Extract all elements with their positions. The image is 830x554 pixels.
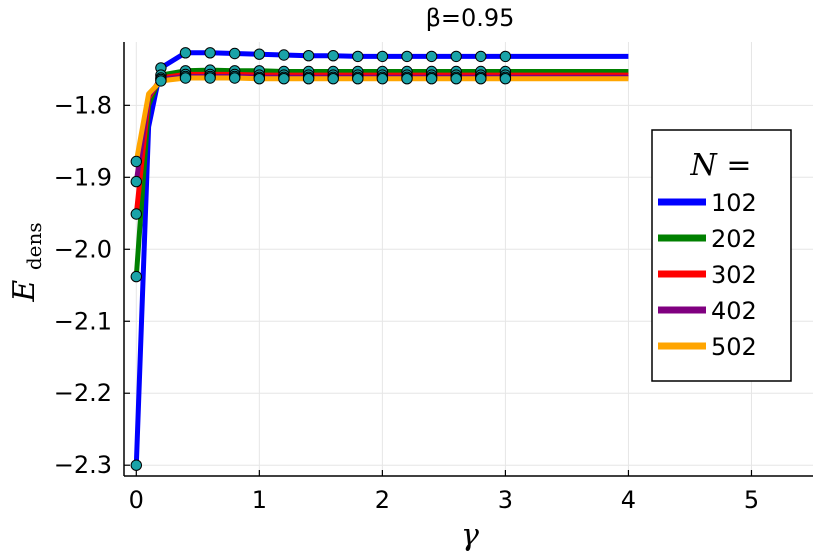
marker-202-0 [130, 270, 143, 283]
marker-502-6 [278, 73, 290, 85]
marker-502-11 [401, 73, 413, 85]
marker-502-4 [229, 72, 241, 84]
marker-502-10 [376, 73, 389, 85]
axes [123, 42, 813, 477]
marker-102-10 [376, 50, 389, 63]
marker-102-12 [425, 50, 438, 63]
x-tick-label-1: 1 [252, 486, 267, 514]
marker-302-0 [130, 208, 143, 220]
legend-label-402: 402 [711, 297, 757, 325]
legend-label-502: 502 [711, 333, 757, 361]
x-tick-label-3: 3 [498, 486, 513, 514]
marker-502-9 [352, 73, 364, 85]
x-ticks: 0 1 2 3 4 5 [129, 470, 759, 514]
marker-502-14 [475, 73, 487, 85]
marker-102-8 [327, 50, 339, 62]
y-tick-label-1: −1.9 [54, 163, 112, 191]
marker-502-8 [327, 73, 339, 85]
marker-102-2 [179, 47, 192, 59]
x-tick-label-5: 5 [744, 486, 759, 514]
x-axis-label: γ [461, 518, 479, 553]
marker-502-3 [204, 72, 216, 84]
y-ticks: −1.8 −1.9 −2.0 −2.1 −2.2 −2.3 [54, 91, 130, 479]
y-axis-label-main: E [7, 280, 42, 303]
legend-label-202: 202 [711, 225, 757, 253]
y-axis-label-subscript: dens [22, 222, 46, 270]
y-tick-label-2: −2.0 [54, 235, 112, 263]
marker-102-0 [130, 459, 143, 471]
marker-502-7 [302, 73, 315, 85]
marker-102-3 [204, 47, 216, 59]
y-tick-label-0: −1.8 [54, 91, 112, 119]
marker-102-6 [278, 49, 290, 61]
legend-items: 102 202 302 402 502 [658, 189, 757, 361]
x-tick-label-2: 2 [375, 486, 390, 514]
legend-label-302: 302 [711, 261, 757, 289]
marker-502-2 [179, 72, 192, 84]
y-tick-label-4: −2.2 [54, 379, 112, 407]
marker-102-9 [352, 50, 364, 63]
series-markers [130, 47, 512, 471]
y-axis-label-group: E dens [7, 222, 46, 302]
marker-102-7 [302, 50, 315, 62]
legend-box [651, 129, 792, 382]
marker-102-14 [475, 50, 487, 63]
x-tick-label-0: 0 [129, 486, 144, 514]
x-tick-label-4: 4 [621, 486, 636, 514]
legend-label-102: 102 [711, 189, 757, 217]
legend-title: N = [690, 148, 752, 183]
legend: N = 102 202 302 402 502 [651, 129, 792, 382]
marker-502-1 [155, 75, 167, 87]
marker-402-0 [130, 175, 143, 188]
marker-502-0 [130, 155, 143, 168]
marker-502-5 [253, 73, 265, 85]
marker-102-4 [229, 47, 241, 60]
marker-102-13 [450, 50, 462, 63]
marker-102-11 [401, 50, 413, 63]
marker-502-12 [425, 73, 438, 85]
chart-title: β=0.95 [426, 4, 515, 32]
marker-102-15 [499, 50, 512, 63]
y-tick-label-5: −2.3 [54, 451, 112, 479]
marker-102-5 [253, 48, 265, 60]
marker-502-15 [499, 73, 512, 85]
marker-502-13 [450, 73, 462, 85]
y-tick-label-3: −2.1 [54, 307, 112, 335]
y-axis-label: E dens [7, 222, 46, 302]
